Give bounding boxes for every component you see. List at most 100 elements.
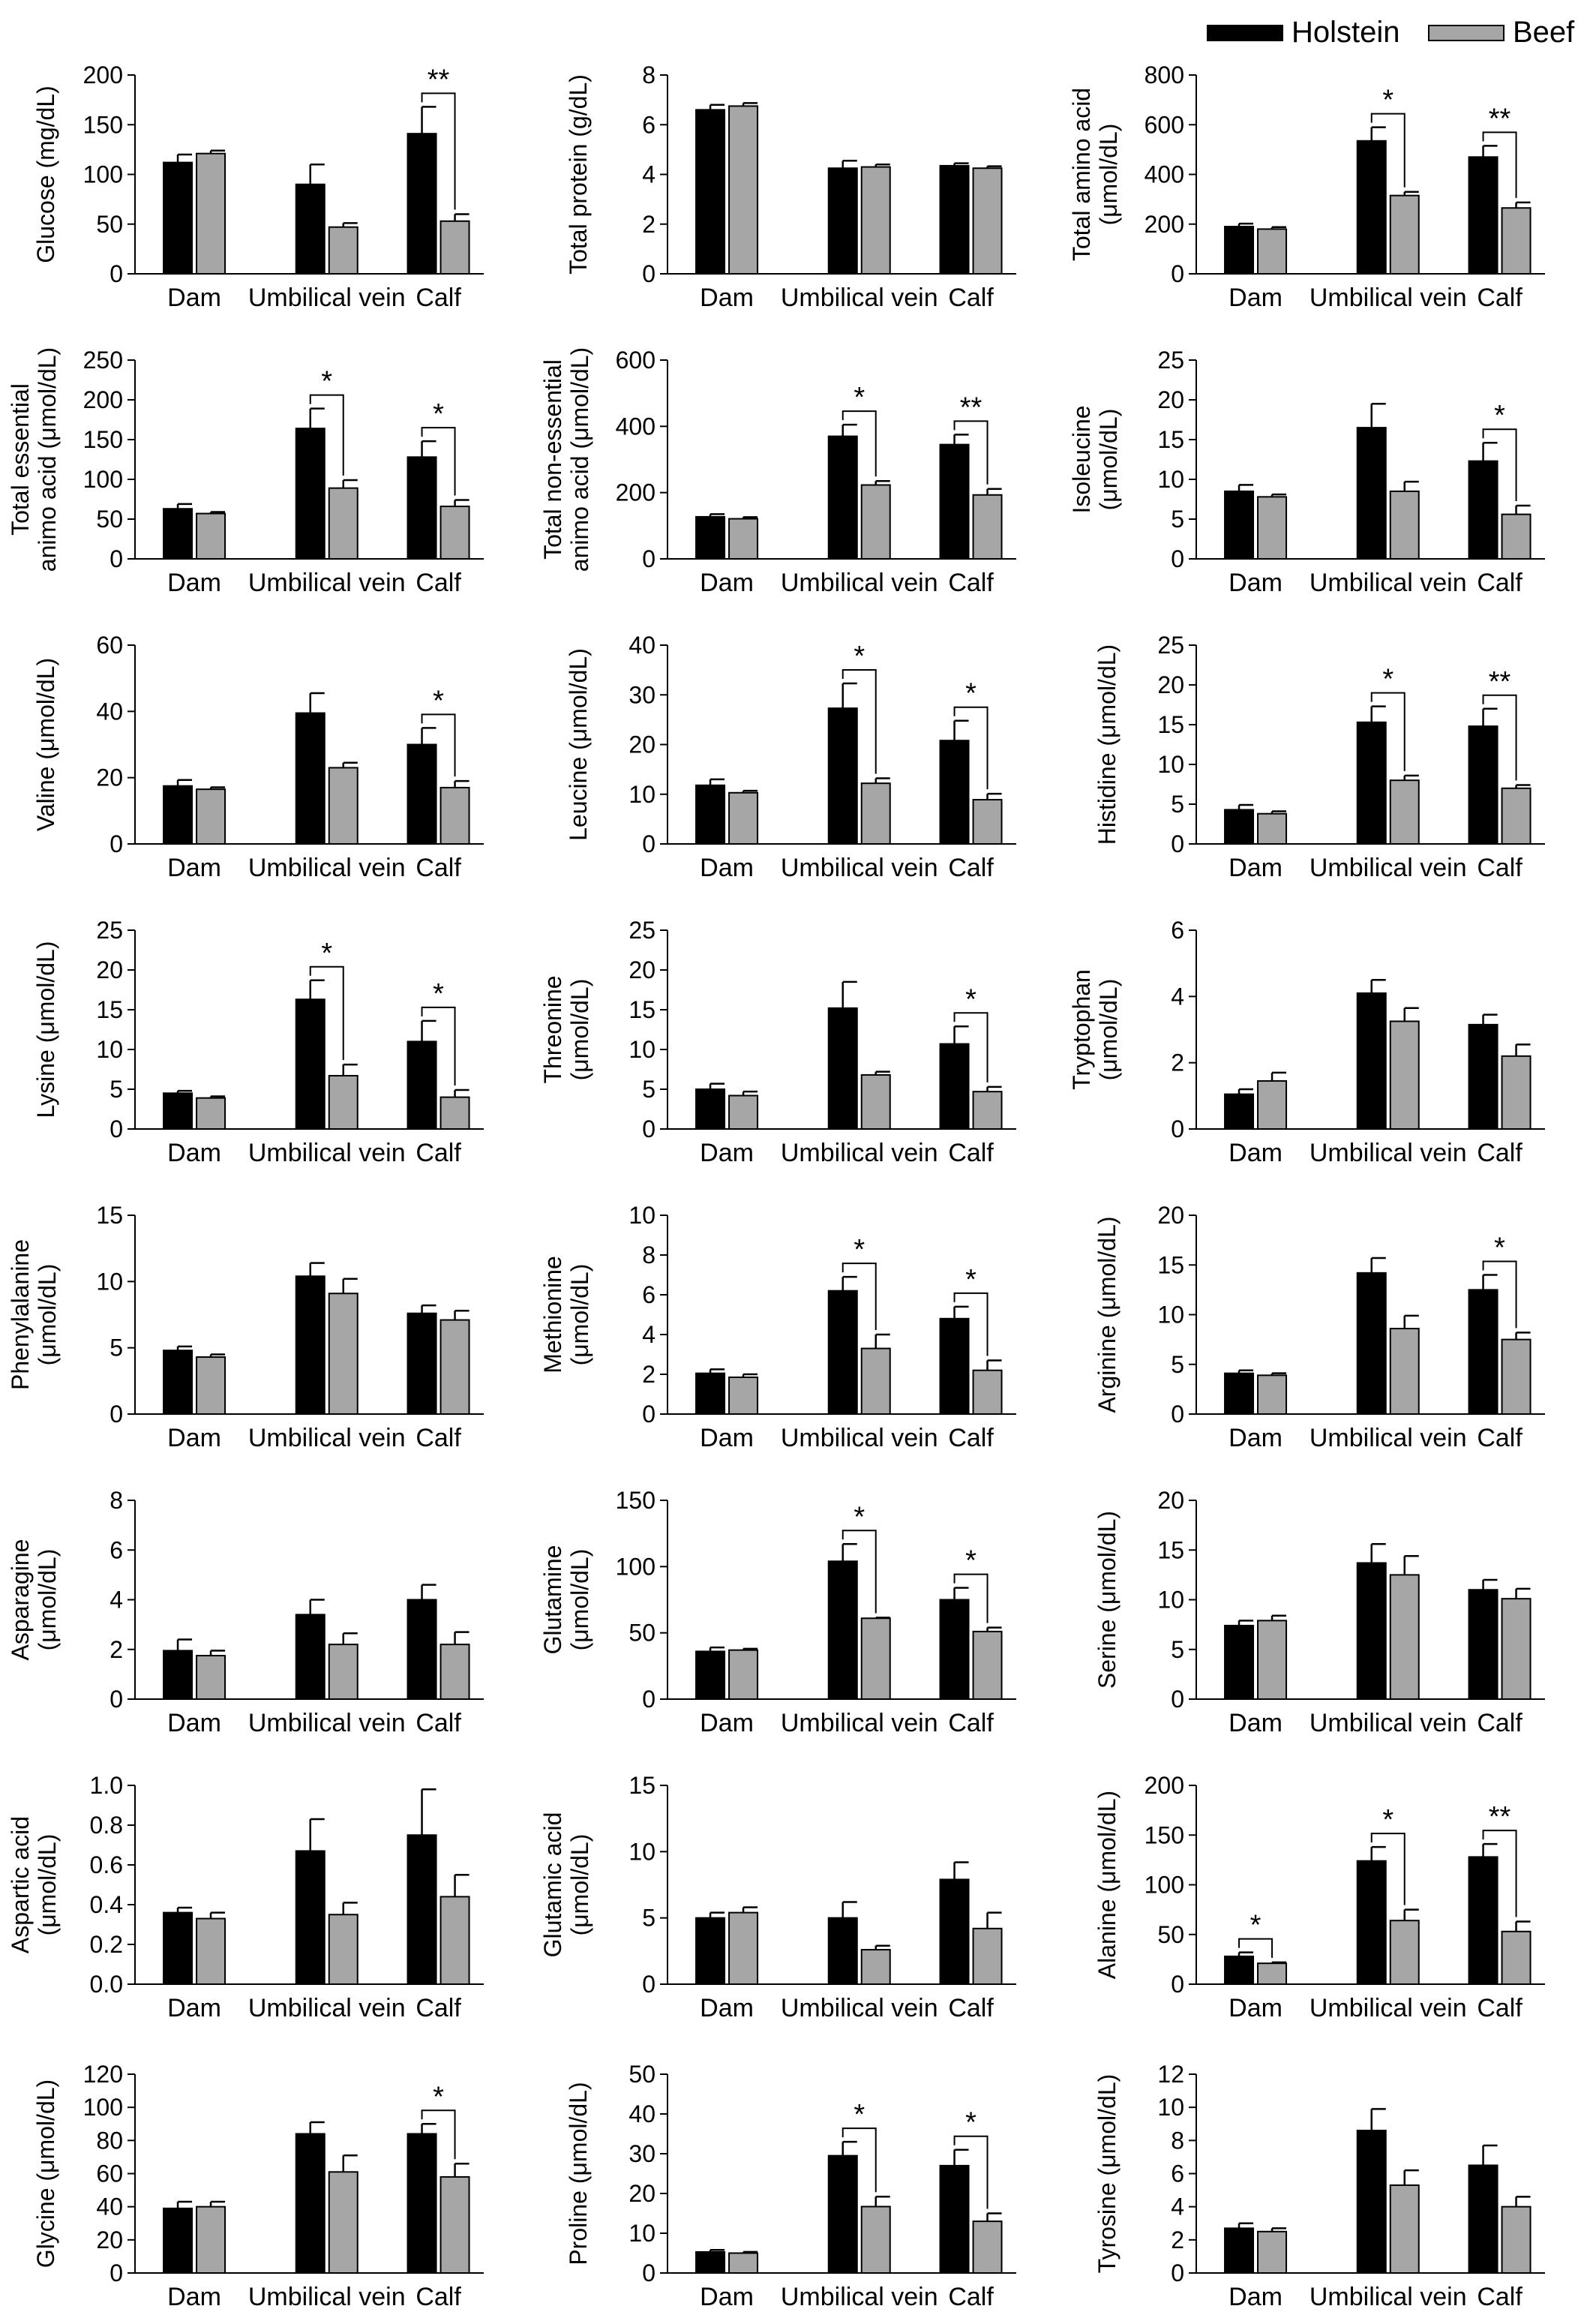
significance-bracket <box>842 669 877 774</box>
bar-holstein <box>827 167 858 275</box>
bar-beef <box>728 2252 759 2274</box>
y-tick-label: 50 <box>1157 1921 1184 1948</box>
bar-beef <box>972 1927 1003 1986</box>
y-tick-label: 0 <box>110 260 123 287</box>
bar-holstein <box>1356 427 1387 560</box>
chart-panel-12: 0 2 4 6 Tryptophan (μmol/dL) Dam Umbilical vein… <box>1068 917 1545 1167</box>
bar-holstein <box>1468 1023 1498 1130</box>
chart-panel-17: 0 50 100 150 Glutamine (μmol/dL) Dam Umbilical … <box>539 1487 1016 1737</box>
y-axis-label: Total amino acid <box>1068 88 1095 261</box>
x-category-label: Dam <box>1228 854 1282 882</box>
bar-holstein <box>939 443 970 560</box>
significance-marker: ** <box>428 64 450 95</box>
bar-beef <box>728 791 759 845</box>
x-category-label: Dam <box>167 2283 221 2311</box>
y-tick-label: 10 <box>628 1036 656 1063</box>
bar-holstein <box>406 743 437 845</box>
y-tick-label: 0 <box>110 1115 123 1142</box>
x-category-label: Calf <box>416 1424 461 1452</box>
y-tick-label: 60 <box>96 2160 123 2187</box>
bar-beef <box>196 512 226 560</box>
significance-bracket <box>1482 694 1517 781</box>
bar-holstein <box>1224 1093 1255 1130</box>
y-axis-label: (μmol/dL) <box>1095 979 1122 1081</box>
x-category-label: Dam <box>700 1139 754 1167</box>
significance-marker: * <box>321 938 332 969</box>
bar-holstein <box>406 1040 437 1130</box>
y-tick-label: 6 <box>1171 917 1184 944</box>
significance-marker: * <box>1382 85 1394 116</box>
y-tick-label: 10 <box>1157 1587 1184 1614</box>
y-tick-label: 15 <box>628 1772 656 1799</box>
bar-holstein <box>1468 460 1498 560</box>
significance-bracket <box>953 706 988 790</box>
y-tick-label: 100 <box>616 1553 656 1580</box>
y-tick-label: 5 <box>642 1905 656 1932</box>
y-tick-label: 0 <box>642 1686 656 1713</box>
bar-beef <box>972 1630 1003 1700</box>
x-category-label: Calf <box>416 284 461 312</box>
y-axis-label: (μmol/dL) <box>34 1834 61 1936</box>
significance-marker: ** <box>1489 666 1511 698</box>
x-category-label: Calf <box>1477 284 1522 312</box>
bar-holstein <box>163 161 194 275</box>
y-tick-label: 6 <box>1171 2160 1184 2187</box>
bar-holstein <box>1224 1955 1255 1985</box>
x-category-label: Umbilical vein <box>781 1139 938 1167</box>
y-tick-label: 2 <box>1171 1049 1184 1076</box>
y-tick-label: 4 <box>642 1321 656 1348</box>
y-tick-label: 0.0 <box>90 1971 123 1998</box>
bar-beef <box>860 1347 891 1416</box>
y-tick-label: 6 <box>110 1536 123 1563</box>
y-tick-label: 8 <box>110 1487 123 1514</box>
y-tick-label: 10 <box>628 1202 656 1229</box>
y-tick-label: 0 <box>110 1686 123 1713</box>
y-axis-label: Tryptophan <box>1068 969 1095 1090</box>
bar-beef <box>728 1649 759 1700</box>
significance-marker: * <box>321 366 332 398</box>
y-tick-label: 50 <box>96 211 123 238</box>
y-tick-label: 6 <box>642 1281 656 1308</box>
y-tick-label: 0.6 <box>90 1851 123 1878</box>
bar-holstein <box>827 435 858 560</box>
significance-bracket <box>421 92 456 210</box>
y-tick-label: 4 <box>110 1587 123 1614</box>
bar-beef <box>440 1896 470 1985</box>
bar-holstein <box>827 1007 858 1130</box>
y-tick-label: 30 <box>628 2140 656 2167</box>
y-tick-label: 50 <box>96 506 123 533</box>
y-tick-label: 60 <box>96 632 123 659</box>
y-tick-label: 20 <box>1157 671 1184 698</box>
bar-holstein <box>827 1917 858 1986</box>
bar-beef <box>860 166 891 275</box>
bar-holstein <box>163 1911 194 1986</box>
bar-holstein <box>827 1290 858 1415</box>
y-axis-label: Phenylalanine <box>7 1239 34 1390</box>
legend: Holstein Beef <box>1207 16 1575 49</box>
y-tick-label: 10 <box>628 2220 656 2247</box>
y-axis-label: (μmol/dL) <box>34 1549 61 1651</box>
y-tick-label: 200 <box>1144 211 1184 238</box>
x-category-label: Umbilical vein <box>1310 1709 1467 1737</box>
chart-panel-18: 0 5 10 15 20 Serine (μmol/dL) Dam Umbilical vei… <box>1094 1487 1545 1737</box>
bar-beef <box>860 1949 891 1985</box>
y-axis-label: (μmol/dL) <box>1095 409 1122 511</box>
bar-beef <box>440 2175 470 2274</box>
y-tick-label: 0.2 <box>90 1931 123 1958</box>
y-tick-label: 0 <box>110 2259 123 2286</box>
x-category-label: Calf <box>948 1994 994 2022</box>
y-tick-label: 40 <box>628 2100 656 2127</box>
y-tick-label: 15 <box>96 1202 123 1229</box>
y-axis-label: Proline (μmol/dL) <box>565 2082 592 2265</box>
bar-beef <box>328 767 358 845</box>
y-tick-label: 200 <box>83 62 123 89</box>
y-tick-label: 20 <box>628 731 656 758</box>
bar-holstein <box>295 1614 326 1700</box>
bar-beef <box>728 1094 759 1130</box>
chart-panel-6: 0 5 10 15 20 25 Isoleucine (μmol/dL) Dam Umbilica… <box>1068 347 1545 597</box>
bar-holstein <box>295 1850 326 1985</box>
y-axis-label: animo acid (μmol/dL) <box>34 347 61 572</box>
chart-panel-15: 0 5 10 15 20 Arginine (μmol/dL) Dam Umbilical v… <box>1094 1202 1545 1452</box>
legend-swatch-beef <box>1428 25 1504 41</box>
y-tick-label: 6 <box>642 111 656 138</box>
